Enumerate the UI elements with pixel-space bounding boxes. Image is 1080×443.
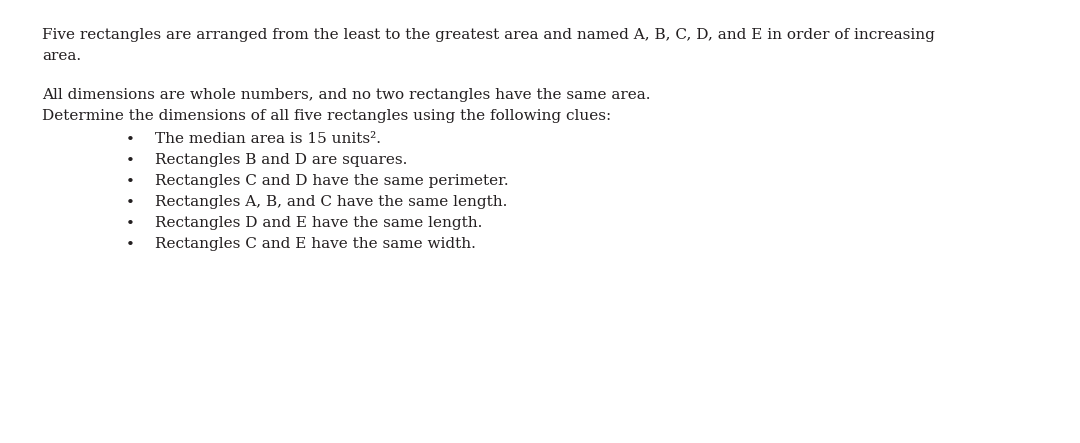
Text: Rectangles D and E have the same length.: Rectangles D and E have the same length. bbox=[156, 216, 483, 230]
Text: Five rectangles are arranged from the least to the greatest area and named A, B,: Five rectangles are arranged from the le… bbox=[42, 28, 935, 42]
Text: Rectangles A, B, and C have the same length.: Rectangles A, B, and C have the same len… bbox=[156, 195, 508, 209]
Text: Determine the dimensions of all five rectangles using the following clues:: Determine the dimensions of all five rec… bbox=[42, 109, 611, 123]
Text: •: • bbox=[125, 217, 134, 231]
Text: •: • bbox=[125, 196, 134, 210]
Text: Rectangles C and D have the same perimeter.: Rectangles C and D have the same perimet… bbox=[156, 174, 509, 188]
Text: •: • bbox=[125, 238, 134, 252]
Text: •: • bbox=[125, 154, 134, 168]
Text: All dimensions are whole numbers, and no two rectangles have the same area.: All dimensions are whole numbers, and no… bbox=[42, 88, 650, 102]
Text: •: • bbox=[125, 175, 134, 189]
Text: •: • bbox=[125, 133, 134, 147]
Text: The median area is 15 units².: The median area is 15 units². bbox=[156, 132, 381, 146]
Text: Rectangles C and E have the same width.: Rectangles C and E have the same width. bbox=[156, 237, 476, 251]
Text: Rectangles B and D are squares.: Rectangles B and D are squares. bbox=[156, 153, 407, 167]
Text: area.: area. bbox=[42, 49, 81, 63]
